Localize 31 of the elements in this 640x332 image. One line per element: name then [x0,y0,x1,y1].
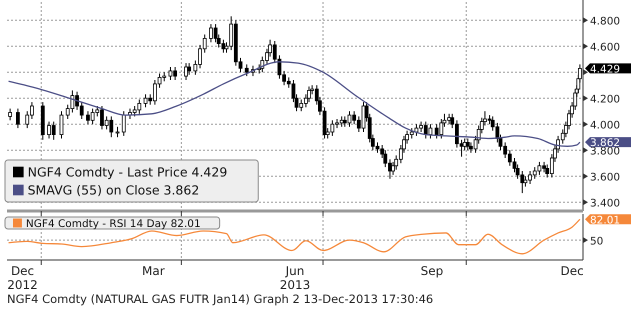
text: 4.429 [590,63,620,76]
candlestick [221,39,226,54]
text: NGF4 Comdty (NATURAL GAS FUTR Jan14) Graph 2 13-Dec-2013 17:30:46 [7,292,434,306]
line-series [8,218,581,254]
y-tick-label: 82.01 [590,214,620,226]
x-tick-label: Sep [420,264,444,278]
candlestick [137,99,142,114]
x-tick-label: Jun 2013 [280,264,310,292]
candlestick [244,64,249,77]
y-tick-label: 4.600 [590,42,620,54]
y-tick-label: 3.600 [590,172,620,184]
x-tick-label: Dec [560,264,584,278]
legend-label: SMAVG (55) on Close 3.862 [28,182,200,198]
x-tick-label: Mar [142,264,165,278]
candlestick [8,108,12,121]
y-tick-label: 4.800 [590,16,620,28]
y-tick-label: 3.800 [590,146,620,158]
candlestick [466,138,470,151]
candlestick [434,124,439,139]
y-tick-label: 3.400 [590,198,620,210]
candlestick [187,62,192,76]
x-tick-label: Dec 2012 [7,264,38,292]
legend-label: NGF4 Comdty - RSI 14 Day 82.01 [26,218,201,230]
candlestick [116,126,120,138]
candlestick [60,110,64,139]
legend-label: NGF4 Comdty - Last Price 4.429 [28,164,228,180]
candlestick [16,108,20,129]
y-tick-label: 4.200 [590,94,620,106]
y-tick-label: 50 [590,236,604,248]
candlestick [184,62,188,80]
y-tick-label: 4.000 [590,120,620,132]
